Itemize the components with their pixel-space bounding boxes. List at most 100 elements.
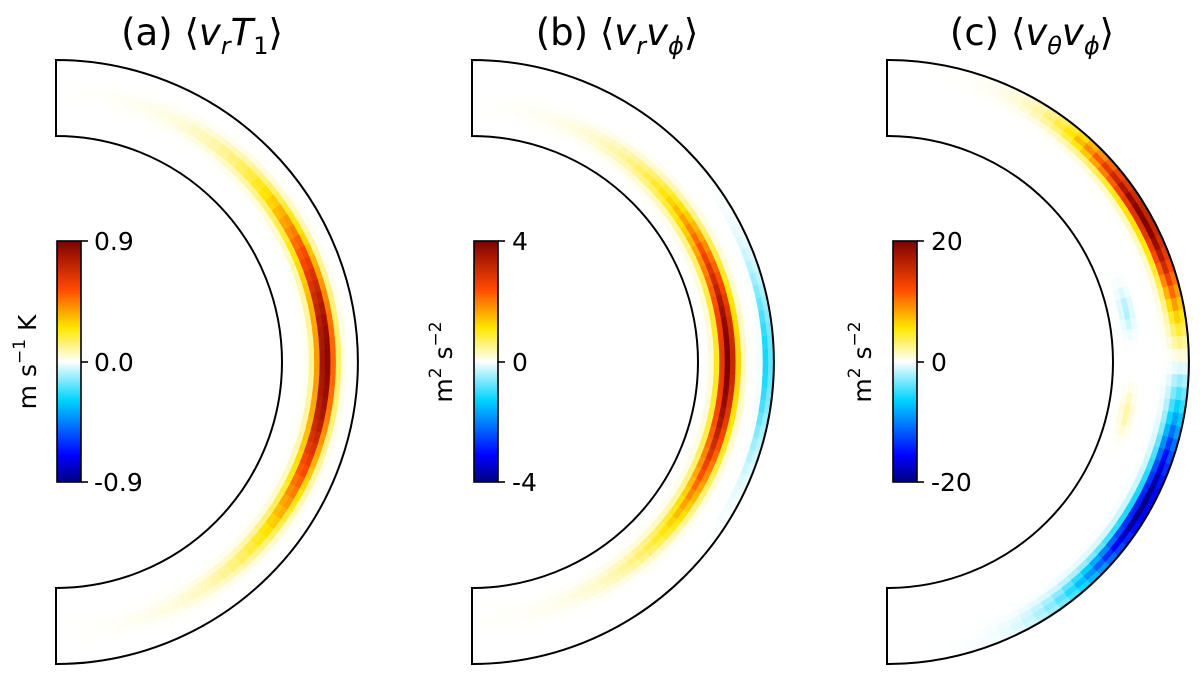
heatmap-cell — [719, 350, 726, 363]
heatmap-cell — [471, 108, 484, 115]
colorbar: 20 0 -20 m2 s−2 — [845, 227, 972, 497]
title-part: ϕ — [668, 32, 684, 60]
heatmap-cell — [55, 619, 68, 627]
heatmap-cell — [1172, 348, 1179, 363]
heatmap-cell — [292, 351, 299, 363]
heatmap-cell — [471, 619, 484, 627]
heatmap-cell — [471, 113, 484, 121]
heatmap-cell — [735, 349, 742, 363]
heatmap-cell — [729, 361, 737, 374]
heatmap-cell — [313, 361, 321, 374]
heatmap-cell — [751, 349, 759, 363]
heatmap-cell — [303, 350, 310, 363]
heatmap-cell — [886, 103, 899, 110]
heatmap-cell — [1139, 350, 1146, 363]
heatmap-cell — [471, 625, 485, 632]
heatmap-cell — [1134, 361, 1141, 374]
heatmap-cell — [1161, 361, 1168, 375]
heatmap-cell — [724, 350, 731, 363]
colorbar-tick-zero: 0 — [931, 348, 947, 377]
heatmap-cell — [471, 65, 486, 72]
title-part: v — [646, 11, 669, 54]
heatmap-cell — [886, 647, 901, 654]
colorbar-tick-max: 4 — [512, 227, 528, 256]
heatmap-cell — [886, 619, 899, 627]
heatmap-cell — [740, 349, 748, 363]
heatmap-cell — [886, 609, 899, 616]
heatmap-cell — [471, 92, 485, 99]
heatmap-cell — [292, 361, 299, 373]
panel-c: (c) ⟨vθvϕ⟩ 20 0 -20 m2 s−2 — [845, 11, 1190, 666]
heatmap-cell — [1117, 351, 1125, 363]
heatmap-cell — [1123, 351, 1130, 363]
heatmap-cell — [886, 92, 900, 99]
heatmap-cell — [55, 625, 69, 632]
colorbar-tick-zero: 0.0 — [94, 348, 134, 377]
heatmap-cell — [1166, 349, 1174, 363]
heatmap-cell — [335, 361, 343, 375]
colorbar-scale — [57, 241, 81, 482]
heatmap-cell — [313, 350, 321, 363]
title-part: (a) ⟨ — [121, 11, 199, 54]
heatmap-cell — [55, 124, 67, 132]
heatmap-cell — [55, 119, 67, 126]
label-part: −1 — [10, 339, 30, 364]
heatmap-cell — [729, 350, 737, 363]
title-part: θ — [1047, 32, 1062, 60]
heatmap-cell — [55, 81, 69, 88]
heatmap-cell — [713, 361, 721, 374]
heatmap-cell — [762, 348, 769, 363]
heatmap-cell — [308, 361, 315, 374]
heatmap-cell — [1150, 361, 1157, 375]
heatmap-cell — [1128, 350, 1136, 363]
heatmap-cell — [471, 598, 483, 605]
heatmap-cell — [751, 361, 759, 375]
heatmap-cell — [55, 598, 67, 605]
heatmap-cell — [1155, 361, 1163, 375]
shell-outline — [886, 58, 1190, 666]
label-part: −2 — [426, 321, 446, 346]
title-part: ⟩ — [684, 11, 698, 54]
heatmap-cell — [55, 92, 69, 99]
shell-outline — [471, 58, 775, 666]
heatmap-cell — [1150, 349, 1157, 363]
heatmap-cell — [757, 348, 764, 363]
heatmap-cell — [341, 361, 348, 376]
heatmap-cell — [297, 361, 305, 374]
heatmap-cell — [886, 81, 900, 88]
heatmap-cell — [1123, 361, 1130, 373]
heatmap-cell — [757, 361, 764, 376]
colorbar-tick-zero: 0 — [512, 348, 528, 377]
heatmap-cell — [330, 349, 337, 363]
colorbar-tick-max: 20 — [931, 227, 963, 256]
heatmap-cell — [1155, 349, 1163, 363]
colorbar-label: m2 s−2 — [426, 321, 458, 402]
heatmap-cell — [886, 97, 899, 105]
title-part: v — [614, 11, 637, 54]
heatmap-cell — [55, 97, 68, 105]
heatmap-cell — [1166, 361, 1174, 375]
colorbar-tick-min: -20 — [931, 468, 972, 497]
heatmap-cell — [324, 361, 332, 375]
heatmap-field — [55, 59, 359, 665]
label-part: m — [848, 378, 877, 402]
heatmap-cell — [724, 361, 731, 374]
heatmap-cell — [308, 350, 315, 363]
heatmap-cell — [471, 81, 485, 88]
title-part: ϕ — [1084, 32, 1100, 60]
title-part: r — [221, 32, 233, 60]
heatmap-cell — [1177, 361, 1184, 376]
heatmap-cell — [886, 598, 898, 605]
heatmap-cell — [286, 361, 294, 373]
heatmap-cell — [55, 614, 68, 621]
label-part: 2 — [845, 367, 865, 378]
heatmap-cell — [55, 641, 69, 649]
heatmap-cell — [1172, 361, 1179, 376]
heatmap-cell — [1134, 350, 1141, 363]
colorbar: 0.9 0.0 -0.9 m s−1 K — [10, 227, 143, 497]
heatmap-cell — [886, 630, 900, 638]
heatmap-cell — [886, 592, 898, 600]
heatmap-cell — [471, 70, 486, 77]
colorbar-label: m s−1 K — [10, 314, 42, 409]
heatmap-cell — [886, 75, 900, 83]
